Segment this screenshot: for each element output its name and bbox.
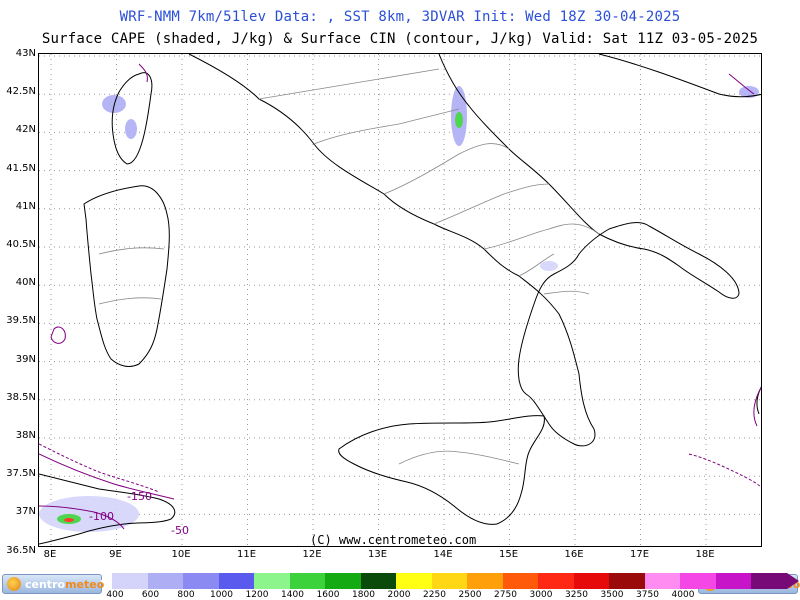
latitude-label: 43N [15,48,36,59]
colorbar-swatch [573,573,610,589]
cape-shading [39,86,759,532]
cape-area-croatia [739,86,759,98]
latitude-label: 42.5N [6,86,36,98]
colorbar-high-arrow [786,573,799,589]
colorbar-label: 1200 [245,590,269,600]
colorbar-swatch [431,573,468,589]
longitude-label: 15E [498,549,519,560]
colorbar-label: 400 [106,590,124,600]
longitude-label: 11E [236,549,257,560]
colorbar-label: 2250 [423,590,446,600]
title-field-valid: Surface CAPE (shaded, J/kg) & Surface CI… [41,31,759,47]
coast-sardinia [83,185,170,367]
latitude-label: 42N [15,124,36,136]
map-svg: -150 -100 -50 [39,54,761,546]
regional-borders [98,68,600,465]
cape-area-abruzzo-core [455,112,463,128]
colorbar-swatch [715,573,752,589]
cin-label-100: -100 [89,510,114,523]
cin-label-150: -150 [127,490,152,503]
colorbar-label: 2500 [458,590,482,600]
colorbar-swatch [396,573,432,589]
cin-contour-north-africa-1 [39,443,160,493]
longitude-label: 9E [109,549,122,560]
longitude-label: 17E [629,549,650,560]
sun-icon [7,577,21,591]
colorbar-label: 2750 [494,590,517,600]
colorbar-label: 600 [141,590,160,600]
cin-contour-north-africa-2 [39,453,175,500]
coast-croatia [598,54,761,98]
cin-contour-corsica [138,63,148,83]
longitude-label: 10E [171,549,191,560]
colorbar-label: 1600 [316,590,340,600]
latitude-label: 41.5N [6,162,36,174]
cape-area-corsica-2 [125,119,137,139]
colorbar-label: 800 [177,590,195,600]
colorbar-label: 3250 [565,590,588,600]
cin-label-50: -50 [171,524,189,537]
latitude-label: 39.5N [6,315,36,327]
centrometeo-logo-left: centro meteo [2,574,104,594]
colorbar-swatch [325,573,361,589]
colorbar-swatch [644,573,681,589]
latitude-label: 37.5N [6,468,36,480]
longitude-label: 18E [695,549,715,560]
graticule [39,54,761,546]
coast-italy [188,54,740,447]
colorbar-swatch [680,573,716,589]
colorbar-swatch [467,573,503,589]
colorbar-swatch [609,573,645,589]
cin-contour-croatia [728,73,755,95]
cape-area-tunisia-max [64,518,74,522]
colorbar-swatch [112,573,148,589]
cin-contour-north-africa-3 [39,505,125,530]
longitude-label: 13E [367,549,388,560]
latitude-label: 38N [15,430,36,441]
colorbar-label: 3000 [529,590,553,600]
colorbar-label: 1000 [210,590,233,600]
cin-contour-ionian-2 [753,386,761,427]
colorbar-swatch [751,573,787,589]
colorbar-swatch [183,573,219,589]
cin-contours [39,63,761,530]
latitude-label: 36.5N [6,544,36,556]
coast-tunisia [39,473,176,545]
latitude-label: 37N [15,506,36,518]
coast-greece [756,386,761,415]
longitude-label: 16E [564,549,584,560]
latitude-label: 39N [15,353,36,365]
latitude-label: 38.5N [6,391,36,403]
longitude-label: 8E [43,549,57,560]
latitude-label: 41N [15,200,36,212]
title-model-info: WRF-NMM 7km/51lev Data: , SST 8km, 3DVAR… [119,9,681,25]
colorbar-label: 2000 [387,590,411,600]
colorbar-swatch [502,573,539,589]
colorbar-swatch [254,573,290,589]
colorbar-label: 3750 [636,590,659,600]
map-panel: -150 -100 -50 [38,53,762,547]
latitude-label: 40.5N [6,239,36,250]
copyright-text: (C) www.centrometeo.com [310,533,477,547]
cin-contour-sardinia-west [50,326,66,344]
colorbar-label: 1400 [281,590,304,600]
colorbar-swatch [538,573,574,589]
coast-corsica [111,72,153,165]
cape-area-basilicata [540,261,558,271]
colorbar-swatch [147,573,184,589]
longitude-label: 12E [302,549,322,560]
latitude-label: 40N [15,277,36,289]
colorbar-swatch [289,573,326,589]
coast-sicily [338,415,545,525]
colorbar-label: 4000 [671,590,695,600]
colorbar-swatch [360,573,397,589]
colorbar-swatch [218,573,255,589]
colorbar-label: 1800 [352,590,375,600]
longitude-label: 14E [433,549,453,560]
cin-contour-ionian [688,453,761,489]
coastlines [39,54,761,545]
colorbar-low-arrow [100,573,112,589]
colorbar-label: 3500 [600,590,624,600]
